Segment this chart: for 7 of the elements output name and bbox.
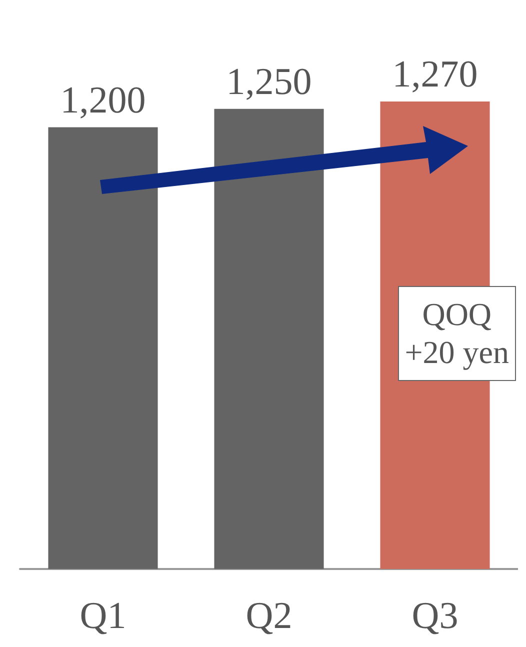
x-tick-label: Q1	[80, 595, 126, 637]
annotation: QOQ +20 yen	[398, 286, 516, 381]
data-label: 1,200	[60, 79, 146, 122]
data-label: 1,250	[226, 60, 312, 103]
x-tick-label: Q3	[412, 595, 458, 637]
data-label: 1,270	[392, 54, 478, 96]
x-tick-label: Q2	[246, 595, 292, 637]
